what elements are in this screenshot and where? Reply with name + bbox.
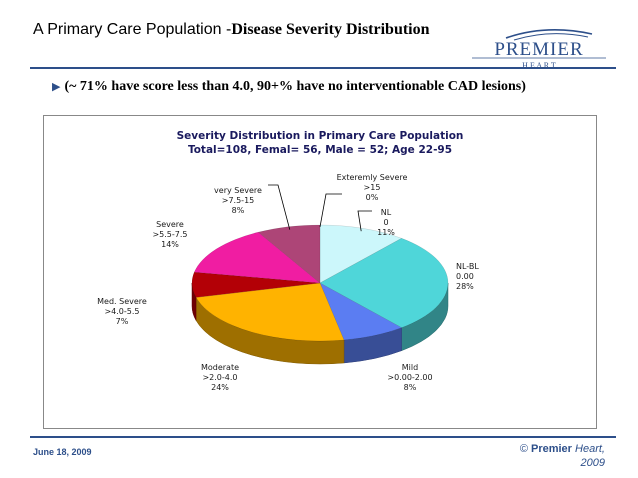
slice-label-line: >5.5-7.5 [152, 230, 187, 239]
slice-label-line: Med. Severe [97, 297, 147, 306]
footer-date: June 18, 2009 [33, 447, 92, 457]
chart-frame: Severity Distribution in Primary Care Po… [43, 115, 597, 429]
leader-nl [357, 210, 372, 232]
logo-swoosh-icon [505, 29, 593, 41]
copyright-year: 2009 [580, 457, 605, 469]
pie-chart: Severity Distribution in Primary Care Po… [97, 130, 479, 392]
slice-label-line: >15 [364, 183, 381, 192]
pie-slice-nl [319, 224, 403, 284]
slice-label-moderate: Moderate >2.0-4.0 24% [201, 363, 239, 392]
slice-label-line: 0% [366, 193, 379, 202]
slice-label-very-severe: very Severe >7.5-15 8% [214, 186, 262, 215]
slice-label-line: Severe [156, 220, 184, 229]
chart-title: Severity Distribution in Primary Care Po… [177, 130, 464, 142]
slice-label-exteremly-severe: Exteremly Severe >15 0% [337, 173, 408, 202]
leader-very-severe [268, 184, 291, 230]
slice-label-line: Moderate [201, 363, 239, 372]
slice-label-mild: Mild >0.00-2.00 8% [387, 363, 432, 392]
chart-subtitle: Total=108, Femal= 56, Male = 52; Age 22-… [188, 144, 452, 156]
footer-copyright: © Premier Heart, 2009 [520, 442, 605, 470]
slice-label-line: Mild [402, 363, 418, 372]
slice-label-line: >7.5-15 [222, 196, 255, 205]
slice-label-line: 24% [211, 383, 229, 392]
slice-label-line: NL [381, 208, 392, 217]
copyright-rest: Heart, [575, 443, 605, 455]
leader-exteremly-severe [319, 193, 342, 227]
pie-slice-mild [319, 282, 403, 341]
copyright-company: Premier [530, 443, 572, 455]
title-plain: A Primary Care Population - [33, 21, 232, 38]
slice-label-line: 0 [383, 218, 388, 227]
title-bold: Disease Severity Distribution [231, 21, 430, 38]
slice-label-line: 14% [161, 240, 179, 249]
logo-sub-text: H E A R T [522, 61, 556, 70]
bullet-text: (~ 71% have score less than 4.0, 90+% ha… [64, 79, 526, 94]
slice-label-line: Exteremly Severe [337, 173, 408, 182]
slice-label-line: 11% [377, 228, 395, 237]
bullet-point: ▶ (~ 71% have score less than 4.0, 90+% h… [52, 79, 526, 95]
slice-label-med-severe: Med. Severe >4.0-5.5 7% [97, 297, 147, 326]
slice-label-line: 0.00 [456, 272, 474, 281]
slice-label-line: 8% [404, 383, 417, 392]
slice-label-line: 8% [232, 206, 245, 215]
premier-heart-logo: PREMIER H E A R T [472, 29, 606, 70]
pie-slice-moderate [195, 282, 345, 342]
slide-title: A Primary Care Population -Disease Sever… [33, 20, 443, 40]
slice-label-nl-bl: NL-BL 0.00 28% [456, 262, 479, 291]
slice-label-line: >2.0-4.0 [202, 373, 237, 382]
footer-rule [30, 436, 616, 438]
pie-slice-med-severe [191, 271, 321, 298]
header-rule [30, 67, 616, 69]
pie-slice-severe [193, 231, 321, 284]
slice-label-severe: Severe >5.5-7.5 14% [152, 220, 187, 249]
logo-main-text: PREMIER [494, 39, 583, 60]
slice-label-line: NL-BL [456, 262, 479, 271]
copyright-symbol: © [519, 443, 528, 455]
slice-label-line: 7% [116, 317, 129, 326]
slice-label-line: >4.0-5.5 [104, 307, 139, 316]
slice-label-nl: NL 0 11% [377, 208, 395, 237]
bullet-triangle-icon: ▶ [52, 80, 61, 93]
pie-slice-nl-bl [319, 238, 449, 328]
slice-label-line: 28% [456, 282, 474, 291]
slice-label-line: very Severe [214, 186, 262, 195]
slice-label-line: >0.00-2.00 [387, 373, 432, 382]
